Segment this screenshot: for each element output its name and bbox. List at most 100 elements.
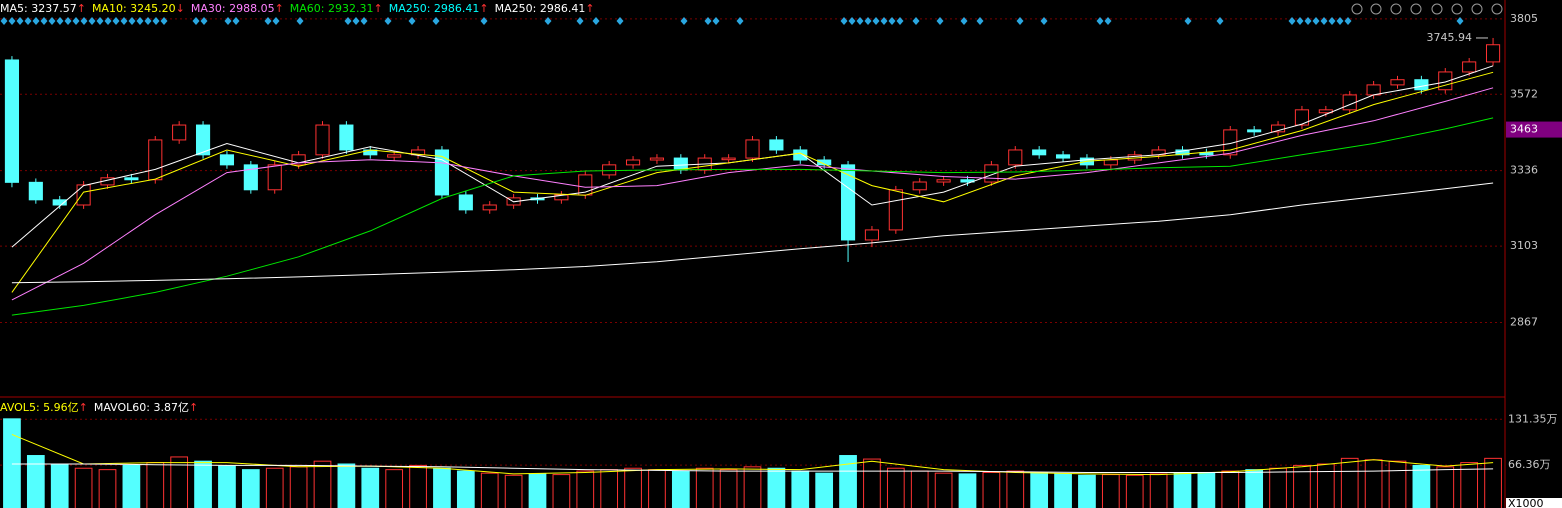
signal-marker [1040,17,1048,25]
legend-arrow: ↑ [77,2,86,15]
signal-marker [96,17,104,25]
legend-arrow: ↑ [373,2,382,15]
signal-marker [888,17,896,25]
signal-marker [192,17,200,25]
candle-body [721,157,736,161]
volume-bar [1364,459,1383,508]
volume-bar [982,471,1001,508]
legend-text: MA250: 2986.41 [495,2,586,15]
toolbar-icon[interactable] [1351,3,1363,15]
volume-bar [528,473,547,508]
signal-marker [576,17,584,25]
signal-marker [112,17,120,25]
volume-bar [1006,470,1025,508]
volume-bar [1436,466,1455,508]
volume-bar [1412,464,1431,508]
signal-marker [32,17,40,25]
candle-body [315,124,330,156]
candle-body [1390,79,1405,86]
volume-bar [409,464,427,508]
toolbar-icon[interactable] [1410,3,1422,15]
candle-body [1366,84,1381,96]
ma-line [11,87,1494,301]
candle-body [864,229,880,241]
signal-marker [48,17,56,25]
signal-marker [1104,17,1112,25]
y-tick-label: 3572 [1510,87,1538,100]
volume-bar [480,472,499,508]
volume-bar [170,456,189,508]
legend-arrow: ↓ [176,2,185,15]
volume-bar [910,470,929,508]
volume-bar [1101,474,1120,508]
signal-marker [56,17,64,25]
signal-marker [272,17,280,25]
candle-body [387,154,402,158]
signal-marker [80,17,88,25]
candle-body [410,149,426,156]
volume-bar [791,470,810,508]
legend-text: MA10: 3245.20 [92,2,176,15]
volume-bar [1460,462,1479,508]
y-tick-label: 66.36万 [1508,458,1551,471]
volume-bar [265,467,284,508]
candle-body [1414,79,1429,91]
signal-marker [1216,17,1224,25]
legend-arrow: ↑ [189,401,198,414]
toolbar-icon[interactable] [1491,3,1503,15]
candle-body [482,204,497,211]
candle-body [840,164,856,241]
volume-bar [289,466,308,508]
volume-bar [218,465,236,508]
volume-bar [241,469,260,508]
legend-text: MA250: 2986.41 [389,2,480,15]
candle-body [625,159,641,166]
toolbar-icon[interactable] [1390,3,1402,15]
signal-marker [1344,17,1352,25]
candle-body [458,194,473,211]
cursor-price-box [1506,121,1562,138]
volume-bar [863,458,881,508]
y-tick-label: 2867 [1510,316,1538,329]
candle-body [195,124,211,156]
signal-marker [1296,17,1304,25]
ma-line [11,433,1494,476]
volume-bar [504,474,523,508]
signal-marker [864,17,872,25]
volume-bar [1078,474,1096,508]
toolbar-icon[interactable] [1370,3,1382,15]
signal-marker [1016,17,1024,25]
signal-marker [24,17,32,25]
legend-arrow: ↑ [479,2,488,15]
signal-marker [40,17,48,25]
candle-body [267,164,282,191]
signal-marker [704,17,712,25]
signal-marker [848,17,856,25]
toolbar-icon[interactable] [1471,3,1483,15]
signal-marker [1456,17,1464,25]
y-tick-label: 3103 [1510,239,1538,252]
volume-bar [719,469,738,508]
signal-marker [8,17,16,25]
candle-body [4,59,20,183]
signal-marker [64,17,72,25]
candle-body [52,199,67,206]
signal-marker [408,17,416,25]
signal-marker [16,17,24,25]
volume-bar [1149,473,1168,508]
signal-marker [1288,17,1296,25]
candle-body [1247,129,1262,133]
signal-marker [976,17,984,25]
signal-marker [136,17,144,25]
volume-bar [839,455,857,508]
signal-marker [712,17,720,25]
signal-marker [360,17,368,25]
candle-body [339,124,354,151]
volume-bar [815,472,834,508]
toolbar-icon[interactable] [1431,3,1443,15]
volume-bar [552,474,571,508]
volume-bar [886,467,905,508]
volume-bar [313,460,332,508]
legend-arrow: ↑ [585,2,594,15]
toolbar-icon[interactable] [1451,3,1463,15]
